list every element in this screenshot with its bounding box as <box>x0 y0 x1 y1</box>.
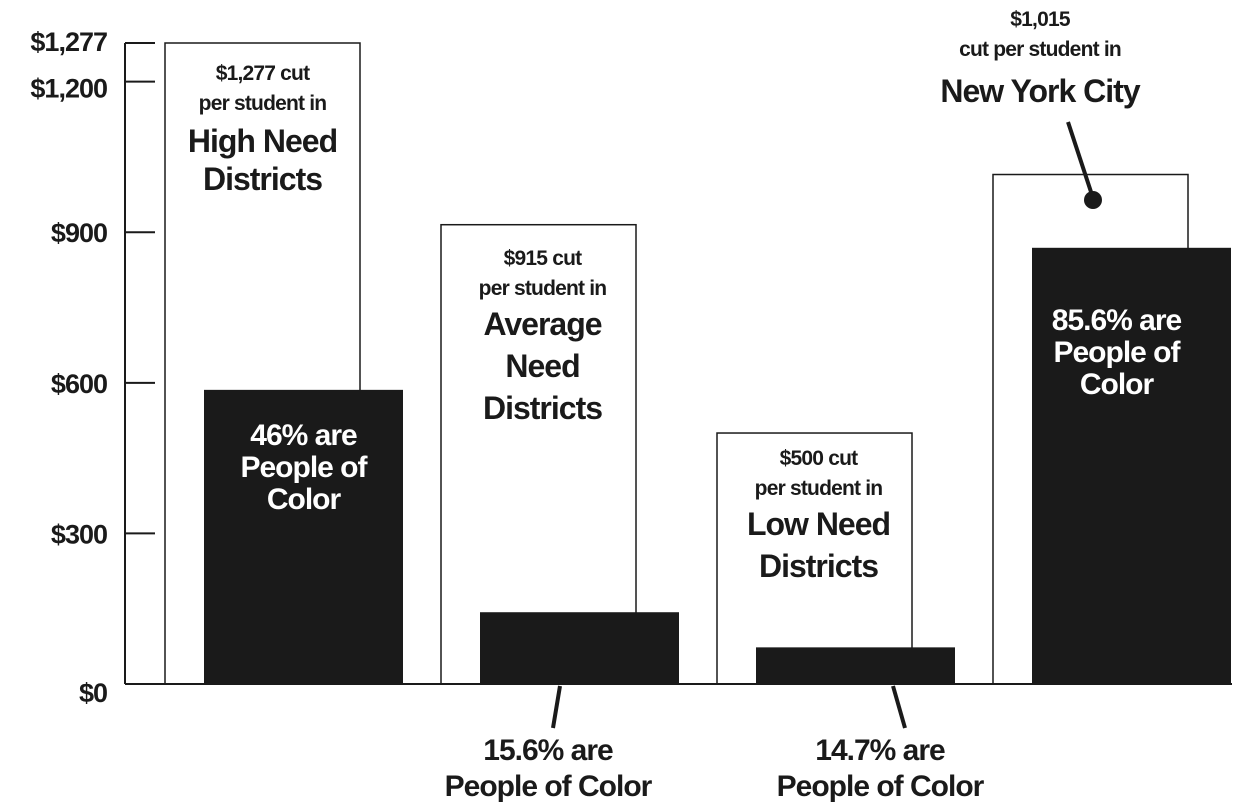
leader-line <box>1066 121 1095 199</box>
district-name-label: Districts <box>759 548 878 584</box>
y-tick-label: $600 <box>51 369 107 399</box>
poc-percent-label: 46% are <box>250 419 357 452</box>
cut-amount-label: $1,015 <box>1010 8 1071 31</box>
district-name-label: Districts <box>483 390 602 426</box>
poc-percent-label: 15.6% are <box>483 734 613 767</box>
poc-percent-label: People of <box>240 451 368 484</box>
leader-line <box>551 685 562 729</box>
leader-line <box>891 685 907 729</box>
cut-bar <box>440 223 637 685</box>
district-name-label: New York City <box>940 73 1140 109</box>
cut-bar <box>716 432 913 685</box>
cut-amount-label: per student in <box>199 92 327 115</box>
y-tick-label: $900 <box>51 218 107 248</box>
y-tick-label: $0 <box>79 678 107 708</box>
y-tick-label: $1,200 <box>30 74 107 104</box>
cut-amount-label: per student in <box>755 477 883 500</box>
cut-amount-label: $915 cut <box>504 247 582 270</box>
poc-percent-label: Color <box>1080 368 1155 401</box>
district-name-label: Average <box>483 306 601 342</box>
district-name-label: Districts <box>203 161 322 197</box>
y-tick-label: $1,277 <box>30 27 107 57</box>
poc-bar <box>480 612 679 684</box>
poc-bar <box>1032 247 1231 684</box>
poc-percent-label: People of <box>1053 336 1181 369</box>
poc-percent-label: 14.7% are <box>815 734 945 767</box>
poc-percent-label: People of Color <box>445 770 653 803</box>
poc-percent-label: Color <box>267 483 342 516</box>
leader-dot <box>1084 191 1102 209</box>
cut-amount-label: cut per student in <box>959 38 1121 61</box>
poc-percent-label: 85.6% are <box>1052 304 1182 337</box>
cut-amount-label: $1,277 cut <box>216 62 310 85</box>
district-name-label: High Need <box>188 123 337 159</box>
poc-percent-label: People of Color <box>777 770 985 803</box>
district-name-label: Low Need <box>747 506 890 542</box>
cut-amount-label: $500 cut <box>780 447 858 470</box>
poc-bar <box>204 389 403 684</box>
y-tick-label: $300 <box>51 519 107 549</box>
district-name-label: Need <box>505 348 579 384</box>
cut-amount-label: per student in <box>479 277 607 300</box>
poc-bar <box>756 647 955 684</box>
